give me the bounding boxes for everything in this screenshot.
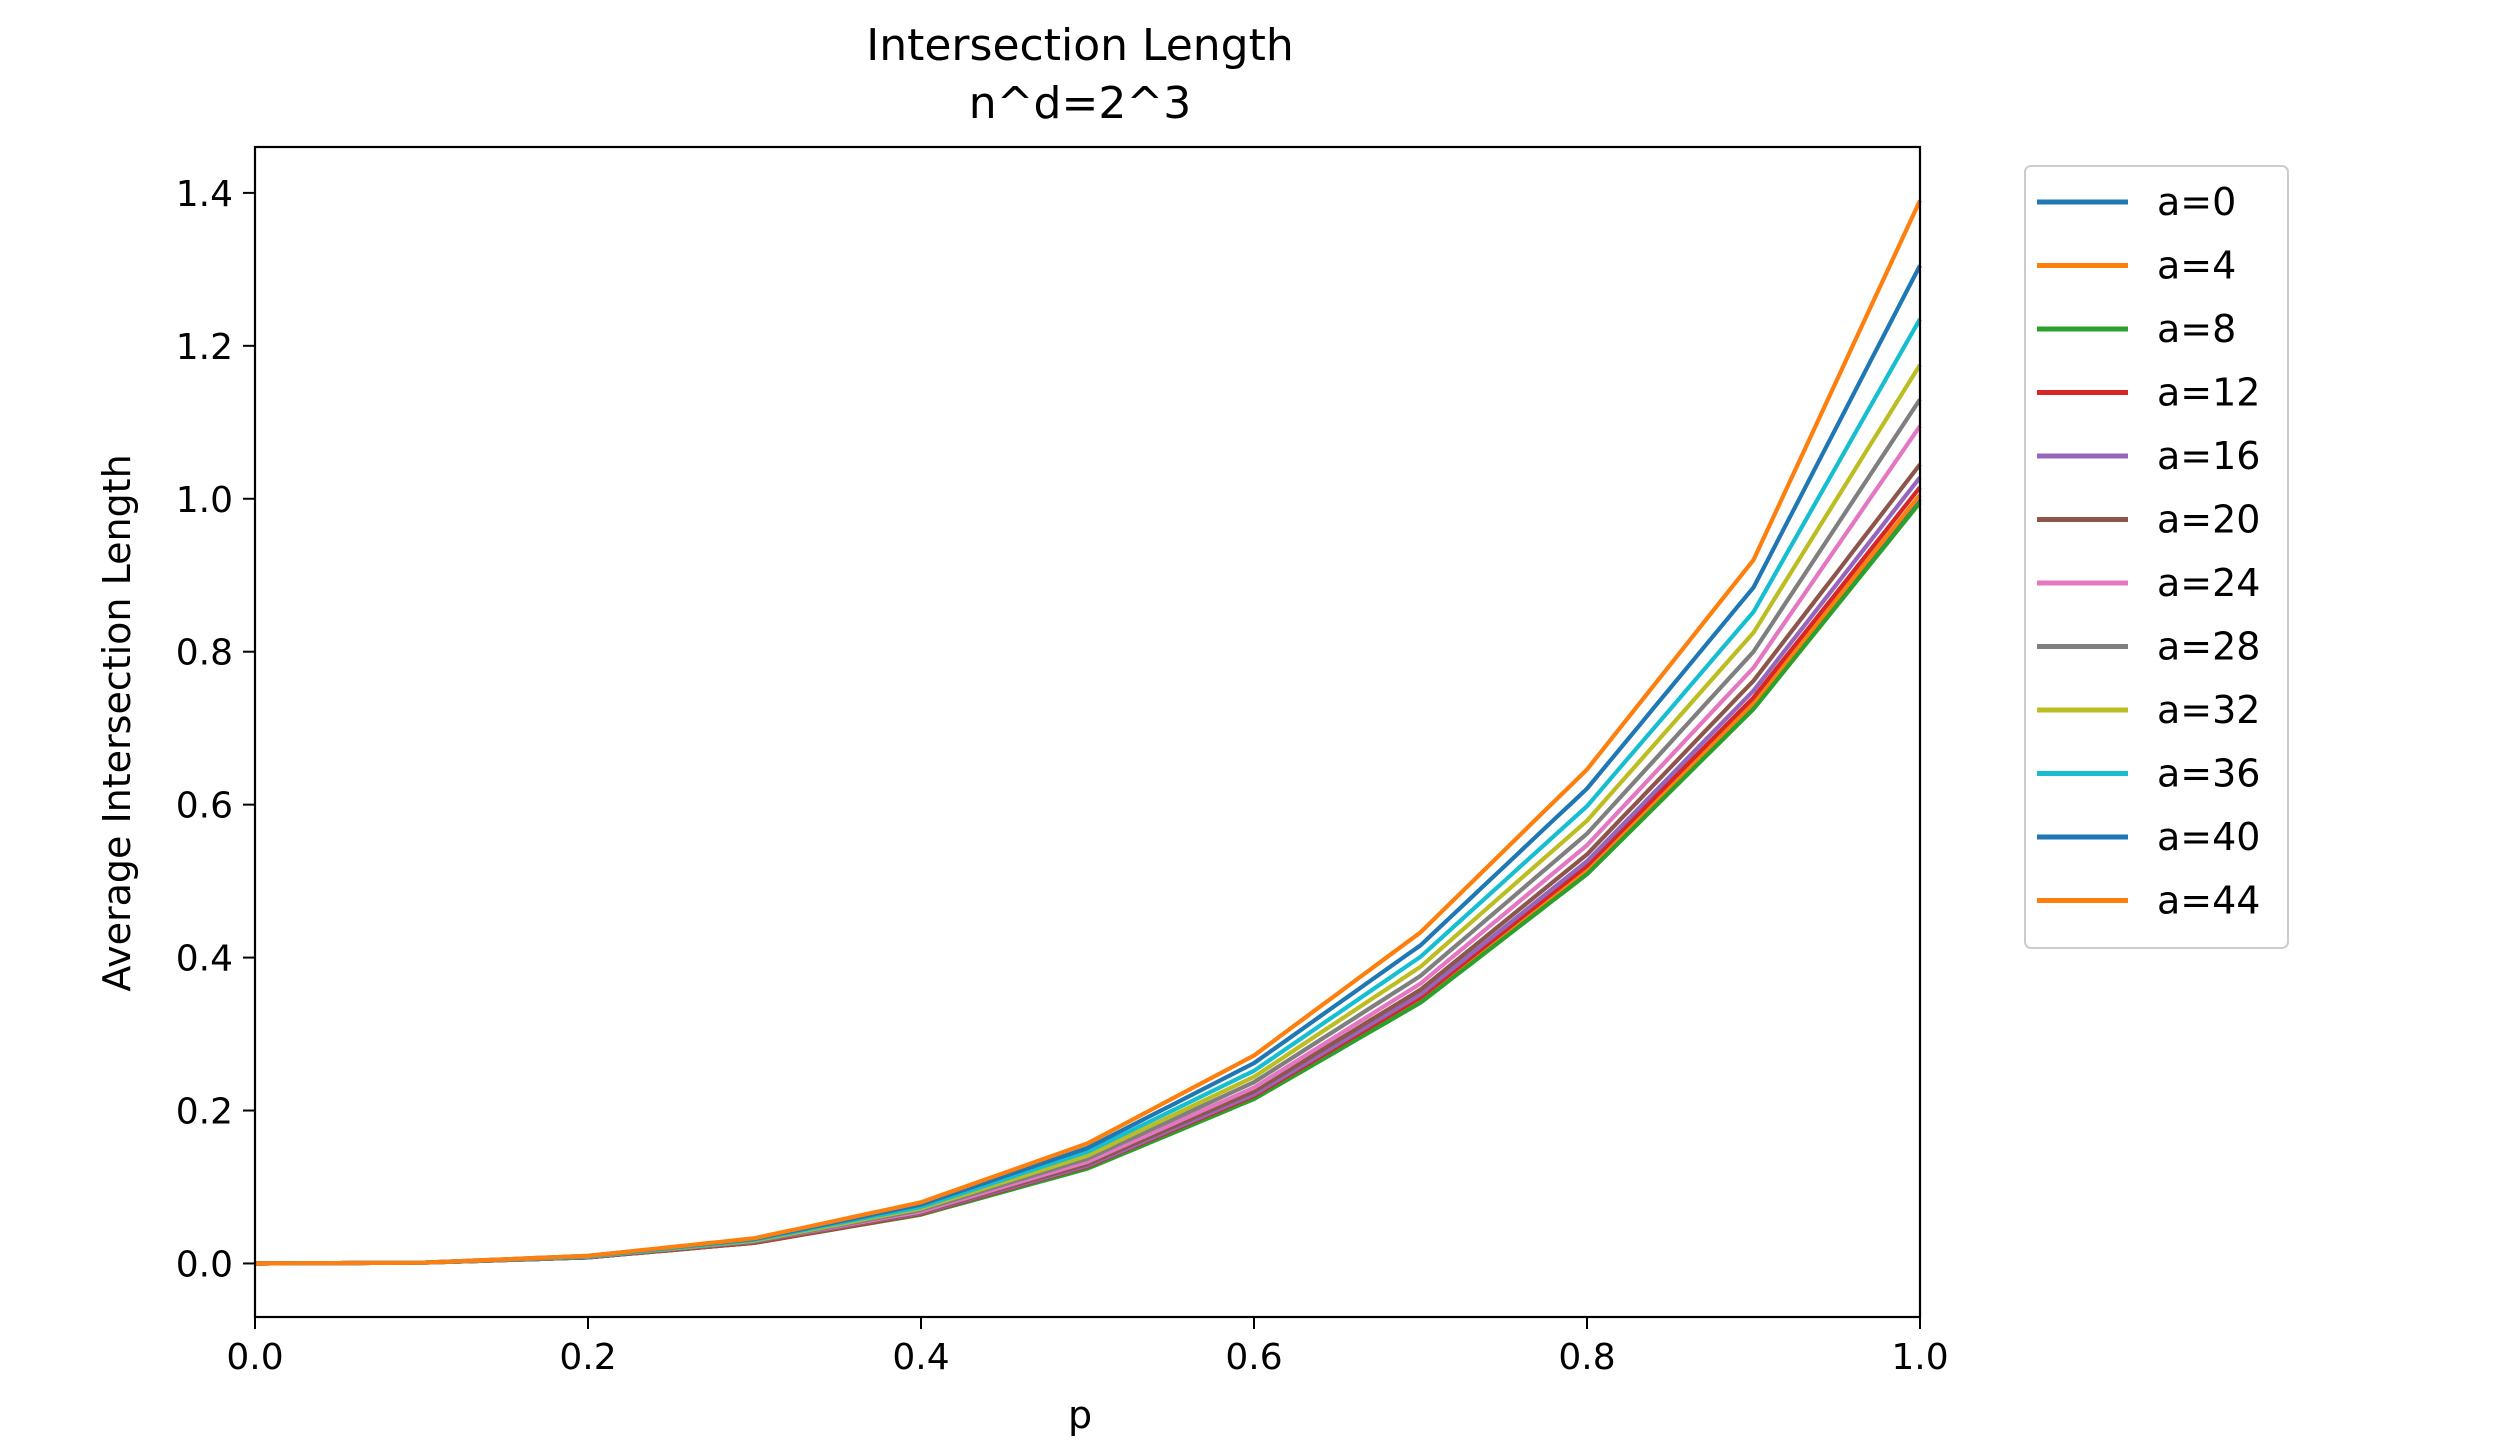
legend-entry-label: a=8 (2157, 307, 2236, 351)
y-tick-label: 1.4 (176, 174, 233, 215)
legend-entry-label: a=24 (2157, 561, 2260, 605)
legend-entry-label: a=12 (2157, 371, 2260, 415)
legend: a=0 a=4 a=8 a=12 a=16 a=20 a=24 a=28 a=32 a=36 a=4… (2024, 165, 2289, 949)
legend-entry-label: a=20 (2157, 498, 2260, 542)
y-tick-label: 1.0 (176, 480, 233, 521)
y-tick-label: 0.0 (176, 1244, 233, 1285)
legend-box (2024, 165, 2289, 949)
x-tick-label: 1.0 (1891, 1337, 1948, 1378)
legend-entry-label: a=28 (2157, 625, 2260, 669)
plot-area: 0.0 0.2 0.4 0.6 0.8 1.0 0.0 0.2 0.4 0.6 0.8 1.0 1.2 1… (176, 145, 1949, 1378)
x-tick-label: 0.2 (559, 1337, 616, 1378)
legend-entry-label: a=40 (2157, 815, 2260, 859)
chart-title: Intersection Length (866, 20, 1294, 71)
y-tick-label: 1.2 (176, 327, 233, 368)
x-tick-label: 0.0 (226, 1337, 283, 1378)
x-tick-label: 0.4 (892, 1337, 949, 1378)
series-line-a-44 (254, 199, 1922, 1266)
y-tick-label: 0.4 (176, 939, 233, 980)
legend-entry-label: a=0 (2157, 180, 2236, 224)
legend-entry-label: a=44 (2157, 879, 2260, 923)
legend-entry-label: a=4 (2157, 244, 2236, 288)
legend-entry-label: a=36 (2157, 752, 2260, 796)
x-tick-label: 0.6 (1225, 1337, 1282, 1378)
y-tick-label: 0.2 (176, 1092, 233, 1133)
x-axis-label: p (1068, 1393, 1092, 1437)
x-tick-label: 0.8 (1558, 1337, 1615, 1378)
y-tick-label: 0.6 (176, 786, 233, 827)
y-axis-label: Average Intersection Length (95, 454, 139, 991)
axes-frame (253, 145, 1922, 1319)
legend-entry-label: a=32 (2157, 688, 2260, 732)
legend-entry-label: a=16 (2157, 434, 2260, 478)
y-tick-label: 0.8 (176, 633, 233, 674)
chart-subtitle: n^d=2^3 (969, 78, 1191, 129)
